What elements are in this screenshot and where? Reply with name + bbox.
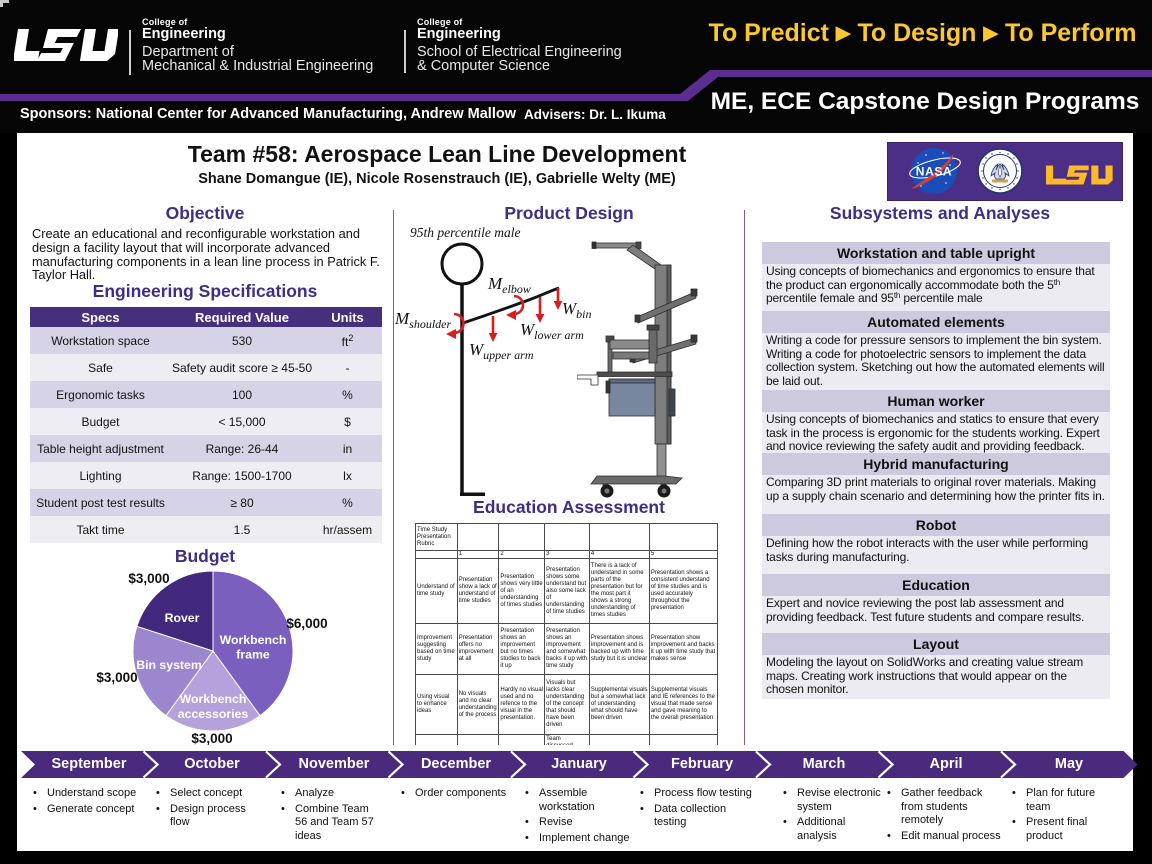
svg-text:Mshoulder: Mshoulder — [395, 309, 452, 331]
svg-text:Rover: Rover — [165, 611, 200, 625]
svg-text:Wupper arm: Wupper arm — [469, 340, 534, 362]
svg-text:$3,000: $3,000 — [96, 670, 137, 685]
svg-text:$3,000: $3,000 — [191, 731, 232, 746]
svg-text:Bin system: Bin system — [136, 658, 202, 672]
svg-text:95th percentile male: 95th percentile male — [410, 225, 520, 240]
svg-text:Wlower arm: Wlower arm — [520, 320, 584, 342]
svg-text:$6,000: $6,000 — [286, 616, 327, 631]
svg-text:Workbench: Workbench — [180, 692, 247, 706]
svg-text:frame: frame — [236, 648, 270, 662]
svg-text:accessories: accessories — [178, 707, 249, 721]
svg-text:Workbench: Workbench — [220, 633, 287, 647]
svg-text:NASA: NASA — [916, 165, 952, 179]
svg-text:$3,000: $3,000 — [128, 571, 169, 586]
svg-text:Melbow: Melbow — [487, 274, 531, 296]
